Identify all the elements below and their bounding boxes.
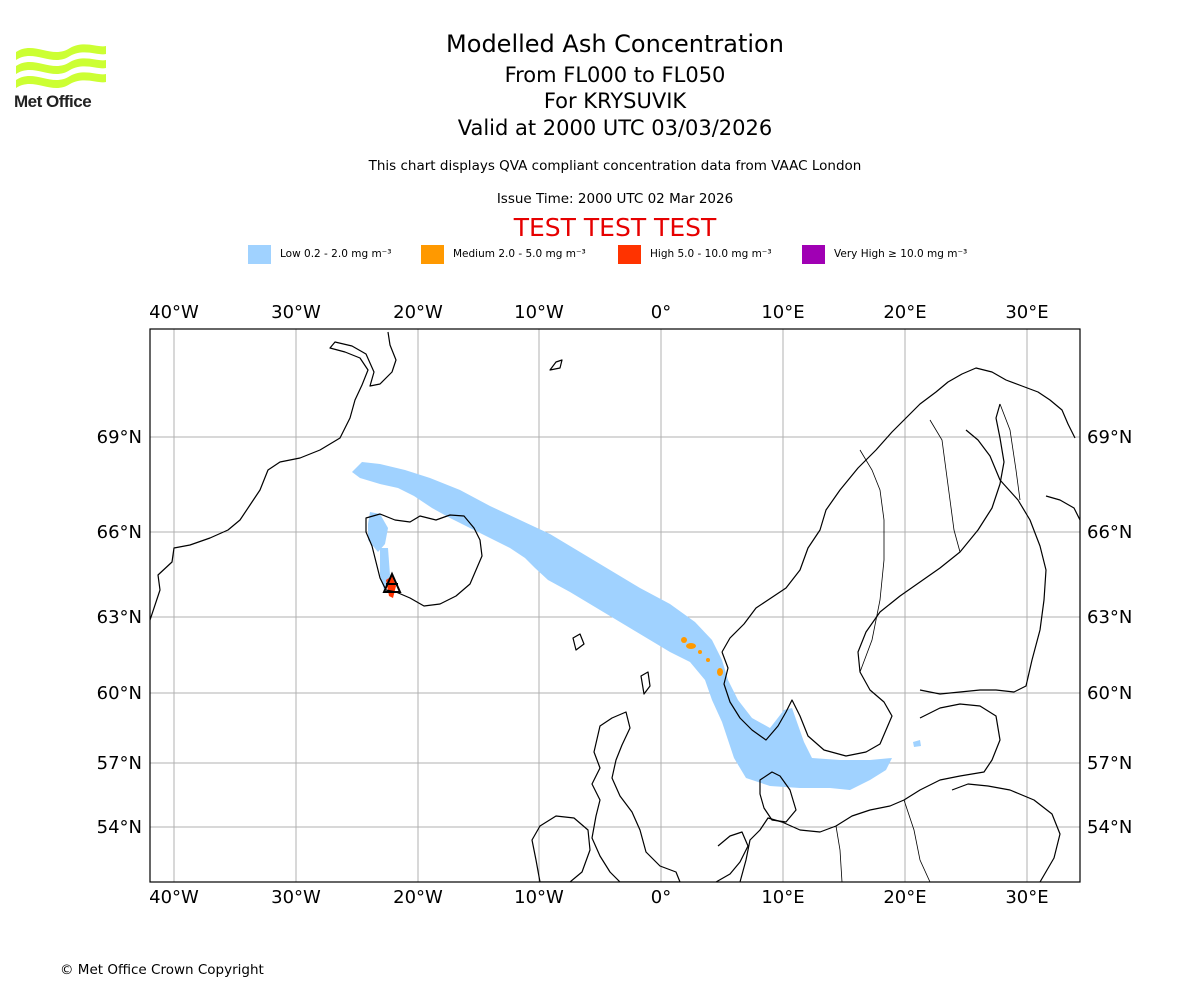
lat-label-right: 69°N bbox=[1087, 427, 1132, 448]
ash-plume-low bbox=[352, 462, 921, 790]
lat-label-left: 63°N bbox=[97, 607, 142, 628]
legend-item-low: Low 0.2 - 2.0 mg m⁻³ bbox=[248, 244, 391, 264]
lon-label-top: 20°W bbox=[393, 302, 443, 323]
lat-label-left: 54°N bbox=[97, 817, 142, 838]
flight-level-range: From FL000 to FL050 bbox=[504, 63, 726, 87]
copyright-notice: © Met Office Crown Copyright bbox=[60, 962, 264, 978]
legend-swatch-very-high bbox=[802, 244, 825, 264]
legend-swatch-low bbox=[248, 244, 271, 264]
lon-label-top: 10°E bbox=[761, 302, 804, 323]
left-latitude-labels: 69°N 66°N 63°N 60°N 57°N 54°N bbox=[97, 427, 142, 838]
lon-label-top: 40°W bbox=[149, 302, 199, 323]
lat-label-right: 60°N bbox=[1087, 683, 1132, 704]
country-borders bbox=[835, 403, 1021, 882]
legend-label-very-high: Very High ≥ 10.0 mg m⁻³ bbox=[834, 248, 968, 260]
volcano-marker bbox=[382, 571, 402, 593]
legend-label-medium: Medium 2.0 - 5.0 mg m⁻³ bbox=[453, 248, 586, 260]
legend-label-low: Low 0.2 - 2.0 mg m⁻³ bbox=[280, 248, 392, 260]
chart-title: Modelled Ash Concentration bbox=[446, 30, 784, 58]
lat-label-left: 60°N bbox=[97, 683, 142, 704]
lat-label-right: 66°N bbox=[1087, 522, 1132, 543]
lon-label-bottom: 40°W bbox=[149, 887, 199, 908]
lon-label-bottom: 10°W bbox=[514, 887, 564, 908]
top-longitude-labels: 40°W 30°W 20°W 10°W 0° 10°E 20°E 30°E bbox=[149, 302, 1048, 323]
lat-label-left: 66°N bbox=[97, 522, 142, 543]
lon-label-top: 0° bbox=[651, 302, 671, 323]
lon-label-top: 20°E bbox=[883, 302, 926, 323]
met-office-logo bbox=[16, 44, 106, 88]
coastlines bbox=[150, 331, 1080, 882]
valid-time: Valid at 2000 UTC 03/03/2026 bbox=[457, 116, 773, 140]
test-banner: TEST TEST TEST bbox=[513, 213, 717, 242]
lon-label-bottom: 0° bbox=[651, 887, 671, 908]
legend-swatch-medium bbox=[421, 244, 444, 264]
lat-label-left: 69°N bbox=[97, 427, 142, 448]
lon-label-bottom: 30°E bbox=[1005, 887, 1048, 908]
met-office-logo-text: Met Office bbox=[14, 92, 92, 111]
legend-swatch-high bbox=[618, 244, 641, 264]
right-latitude-labels: 69°N 66°N 63°N 60°N 57°N 54°N bbox=[1087, 427, 1132, 838]
lat-label-right: 57°N bbox=[1087, 753, 1132, 774]
lon-label-bottom: 20°W bbox=[393, 887, 443, 908]
lon-label-bottom: 10°E bbox=[761, 887, 804, 908]
lon-label-top: 30°W bbox=[271, 302, 321, 323]
lon-label-bottom: 30°W bbox=[271, 887, 321, 908]
bottom-longitude-labels: 40°W 30°W 20°W 10°W 0° 10°E 20°E 30°E bbox=[149, 887, 1048, 908]
legend-item-medium: Medium 2.0 - 5.0 mg m⁻³ bbox=[421, 244, 586, 264]
chart-description: This chart displays QVA compliant concen… bbox=[368, 158, 862, 174]
legend-label-high: High 5.0 - 10.0 mg m⁻³ bbox=[650, 248, 772, 260]
lon-label-top: 30°E bbox=[1005, 302, 1048, 323]
map-frame bbox=[149, 328, 1081, 883]
legend-item-high: High 5.0 - 10.0 mg m⁻³ bbox=[618, 244, 772, 264]
lat-label-right: 63°N bbox=[1087, 607, 1132, 628]
lon-label-top: 10°W bbox=[514, 302, 564, 323]
lat-label-left: 57°N bbox=[97, 753, 142, 774]
lat-label-right: 54°N bbox=[1087, 817, 1132, 838]
volcano-title: For KRYSUVIK bbox=[543, 89, 687, 113]
issue-time: Issue Time: 2000 UTC 02 Mar 2026 bbox=[496, 191, 734, 207]
lon-label-bottom: 20°E bbox=[883, 887, 926, 908]
ash-plume-medium bbox=[681, 637, 723, 676]
legend-item-very-high: Very High ≥ 10.0 mg m⁻³ bbox=[802, 244, 967, 264]
